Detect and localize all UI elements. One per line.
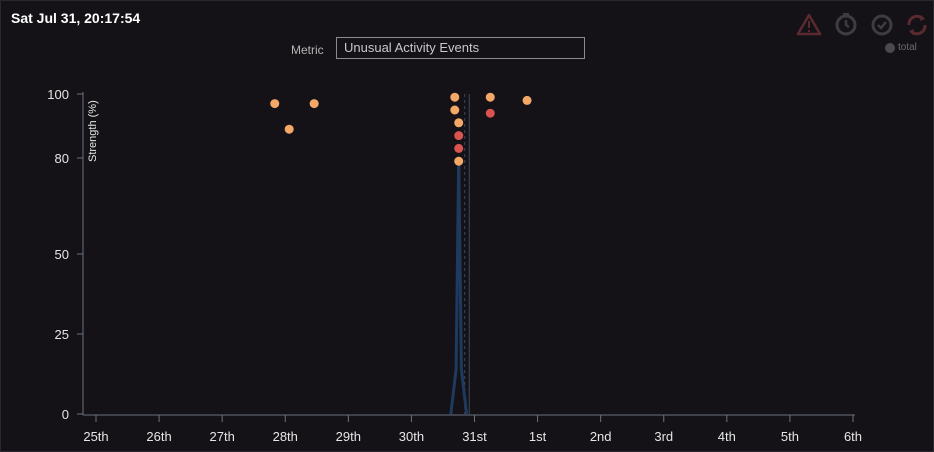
- event-point: [284, 124, 294, 134]
- x-tick-label: 1st: [529, 429, 547, 444]
- x-tick-label: 2nd: [590, 429, 612, 444]
- timer-icon[interactable]: [833, 12, 859, 38]
- y-tick-label: 100: [47, 87, 69, 102]
- x-tick-label: 31st: [462, 429, 487, 444]
- event-point: [454, 143, 464, 153]
- x-tick-label: 5th: [781, 429, 799, 444]
- x-tick-label: 4th: [718, 429, 736, 444]
- metric-label: Metric: [291, 43, 324, 57]
- y-tick-label: 0: [62, 407, 69, 422]
- x-tick-label: 29th: [336, 429, 361, 444]
- x-tick-label: 27th: [210, 429, 235, 444]
- legend-swatch: [885, 42, 895, 53]
- event-point: [454, 131, 464, 141]
- toolbar-icons: [796, 12, 928, 38]
- event-point: [450, 92, 460, 102]
- y-tick-label: 80: [55, 151, 69, 166]
- x-tick-label: 26th: [146, 429, 171, 444]
- x-tick-label: 6th: [844, 429, 862, 444]
- legend[interactable]: total: [885, 42, 917, 54]
- metric-select[interactable]: Unusual Activity Events: [336, 37, 585, 59]
- legend-label: total: [898, 42, 917, 53]
- event-point: [485, 108, 495, 118]
- timestamp: Sat Jul 31, 20:17:54: [11, 10, 141, 26]
- y-axis-label: Strength (%): [87, 100, 99, 162]
- x-tick-label: 30th: [399, 429, 424, 444]
- event-point: [309, 99, 319, 109]
- event-point: [454, 156, 464, 166]
- y-tick-label: 50: [55, 247, 69, 262]
- check-circle-icon[interactable]: [869, 12, 895, 38]
- refresh-icon[interactable]: [904, 12, 930, 38]
- event-point: [454, 118, 464, 128]
- warning-icon[interactable]: [796, 12, 822, 38]
- y-tick-label: 25: [55, 327, 69, 342]
- event-point: [522, 95, 532, 105]
- x-tick-label: 3rd: [654, 429, 673, 444]
- x-tick-label: 25th: [83, 429, 108, 444]
- event-point: [270, 99, 280, 109]
- event-point: [485, 92, 495, 102]
- x-tick-label: 28th: [273, 429, 298, 444]
- event-point: [450, 105, 460, 115]
